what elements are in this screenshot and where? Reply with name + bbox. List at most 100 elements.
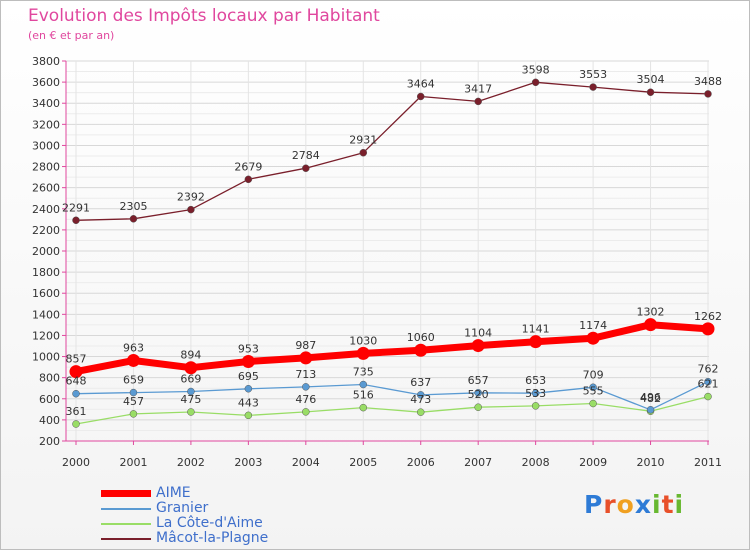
data-label-1: 713 [295,368,316,381]
data-label-2: 516 [353,389,374,402]
series-point-3 [302,164,310,172]
series-point-2 [416,408,425,416]
chart-subtitle: (en € et par an) [28,29,115,42]
y-tick-label: 3400 [32,97,60,110]
y-tick-label: 3200 [32,118,60,131]
series-point-3 [474,97,482,106]
series-point-0 [69,365,83,379]
series-point-0 [529,335,543,349]
x-tick-label: 2000 [62,456,90,469]
data-label-1: 648 [66,375,87,388]
series-point-2 [187,408,195,416]
series-line-1 [75,381,709,411]
data-label-0: 1302 [637,306,665,319]
series-point-2 [72,420,80,428]
data-label-3: 2305 [119,200,147,213]
series-point-3 [359,148,368,157]
legend-swatch-aime [101,490,151,497]
data-label-3: 3598 [522,63,550,76]
data-label-0: 857 [66,353,87,366]
data-label-3: 2931 [349,134,377,147]
series-point-1 [474,389,482,397]
x-tick-label: 2003 [234,456,262,469]
y-tick-label: 2800 [32,161,60,174]
series-point-2 [589,399,597,408]
series-point-1 [187,387,195,396]
series-point-1 [244,385,253,393]
data-label-2: 361 [66,405,87,418]
data-label-0: 987 [295,339,316,352]
data-label-0: 1030 [349,334,377,347]
y-tick-label: 3600 [32,76,60,89]
legend-label-aime: AIME [156,485,191,501]
series-point-2 [244,411,253,420]
logo-letter: r [603,490,617,519]
y-tick-label: 1600 [32,287,60,300]
data-label-1: 659 [123,374,144,387]
data-label-2: 621 [698,378,719,391]
proxiti-logo: Proxiti [584,490,684,519]
data-label-3: 3504 [637,73,665,86]
data-label-2: 473 [410,393,431,406]
x-tick-label: 2002 [177,456,205,469]
series-point-1 [302,383,310,391]
series-point-0 [241,355,255,369]
series-point-0 [184,361,198,375]
logo-letter: i [652,490,662,519]
series-point-0 [586,331,600,345]
y-tick-label: 800 [39,372,60,385]
series-point-3 [531,78,540,87]
legend-label-granier: Granier [156,500,209,516]
data-label-2: 443 [238,396,259,409]
data-label-1: 709 [583,368,604,381]
series-point-2 [359,403,368,412]
data-label-2: 476 [295,393,316,406]
series-point-3 [704,90,712,98]
x-tick-label: 2011 [694,456,722,469]
y-tick-label: 2200 [32,224,60,237]
data-label-3: 3417 [464,82,492,95]
y-tick-label: 2000 [32,245,60,258]
data-label-2: 555 [583,385,604,398]
data-label-2: 482 [640,392,661,405]
series-point-1 [589,383,597,392]
data-label-3: 2679 [234,160,262,173]
series-point-3 [416,92,425,101]
data-label-0: 1262 [694,310,722,323]
series-line-0 [75,321,709,376]
series-point-0 [471,339,485,353]
series-point-2 [474,403,482,411]
series-point-0 [356,346,370,360]
y-tick-label: 200 [39,435,60,448]
series-point-3 [187,205,195,214]
data-label-2: 533 [525,387,546,400]
x-tick-label: 2008 [522,456,550,469]
chart-title: Evolution des Impôts locaux par Habitant [28,6,380,26]
series-point-0 [414,343,428,357]
series-point-0 [299,351,313,365]
data-label-3: 3464 [407,77,435,90]
series-point-3 [129,215,138,223]
series-point-3 [244,175,253,184]
series-point-0 [126,353,140,367]
logo-letter: x [634,490,652,519]
series-point-2 [704,392,712,401]
series-point-1 [704,377,712,386]
data-label-1: 735 [353,366,374,379]
logo-letter: o [616,490,635,519]
data-label-0: 894 [180,349,201,362]
series-point-3 [589,83,597,91]
y-tick-label: 1000 [32,351,60,364]
data-label-0: 1060 [407,331,435,344]
x-tick-label: 2007 [464,456,492,469]
legend-swatch-macot-la-plagne [101,538,151,540]
x-tick-label: 2004 [292,456,320,469]
data-label-3: 2291 [62,201,90,214]
series-point-3 [646,88,655,96]
series-line-2 [75,395,709,425]
data-label-0: 1141 [522,323,550,336]
logo-letter: P [584,490,604,519]
series-point-1 [416,391,425,399]
data-label-3: 3553 [579,68,607,81]
